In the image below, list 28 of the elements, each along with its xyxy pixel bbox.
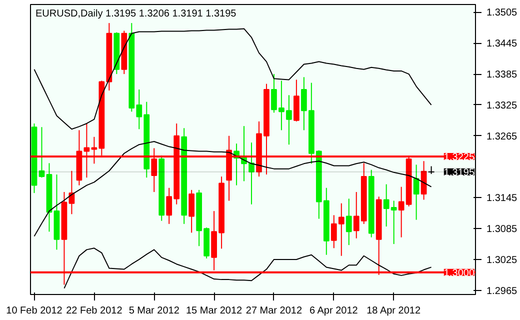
x-tick-label: 22 Feb 2012 [66,306,123,316]
candlestick [346,198,352,246]
candlestick [188,189,195,234]
line-series [34,28,432,130]
x-tick-label: 5 Mar 2012 [128,306,180,316]
line-series [34,141,432,237]
x-tick-label: 10 Feb 2012 [6,306,63,316]
candlestick [38,126,45,178]
candlestick [301,76,307,131]
candlestick [338,202,344,256]
y-tick-label: 1.3505 [486,8,518,19]
x-tick-label: 15 Mar 2012 [186,306,243,316]
y-tick-label: 1.3085 [486,224,518,236]
y-tick-label: 1.2965 [486,286,518,297]
line-series [64,248,432,289]
y-tick-label: 1.3325 [486,100,518,112]
candlestick [330,214,337,249]
chart-title: EURUSD,Daily 1.3195 1.3206 1.3191 1.3195 [36,8,237,20]
y-tick-label: 1.3025 [486,254,518,266]
candlestick [413,164,420,220]
x-tick-label: 6 Apr 2012 [309,306,358,316]
y-tick-label: 1.3265 [486,131,518,142]
y-tick-label: 1.3445 [486,38,518,50]
y-tick-label: 1.3145 [486,193,518,204]
candlestick [428,166,435,174]
x-tick-label: 27 Mar 2012 [246,306,302,316]
x-tick-label: 18 Apr 2012 [366,306,421,316]
y-tick-label: 1.3385 [486,70,518,81]
